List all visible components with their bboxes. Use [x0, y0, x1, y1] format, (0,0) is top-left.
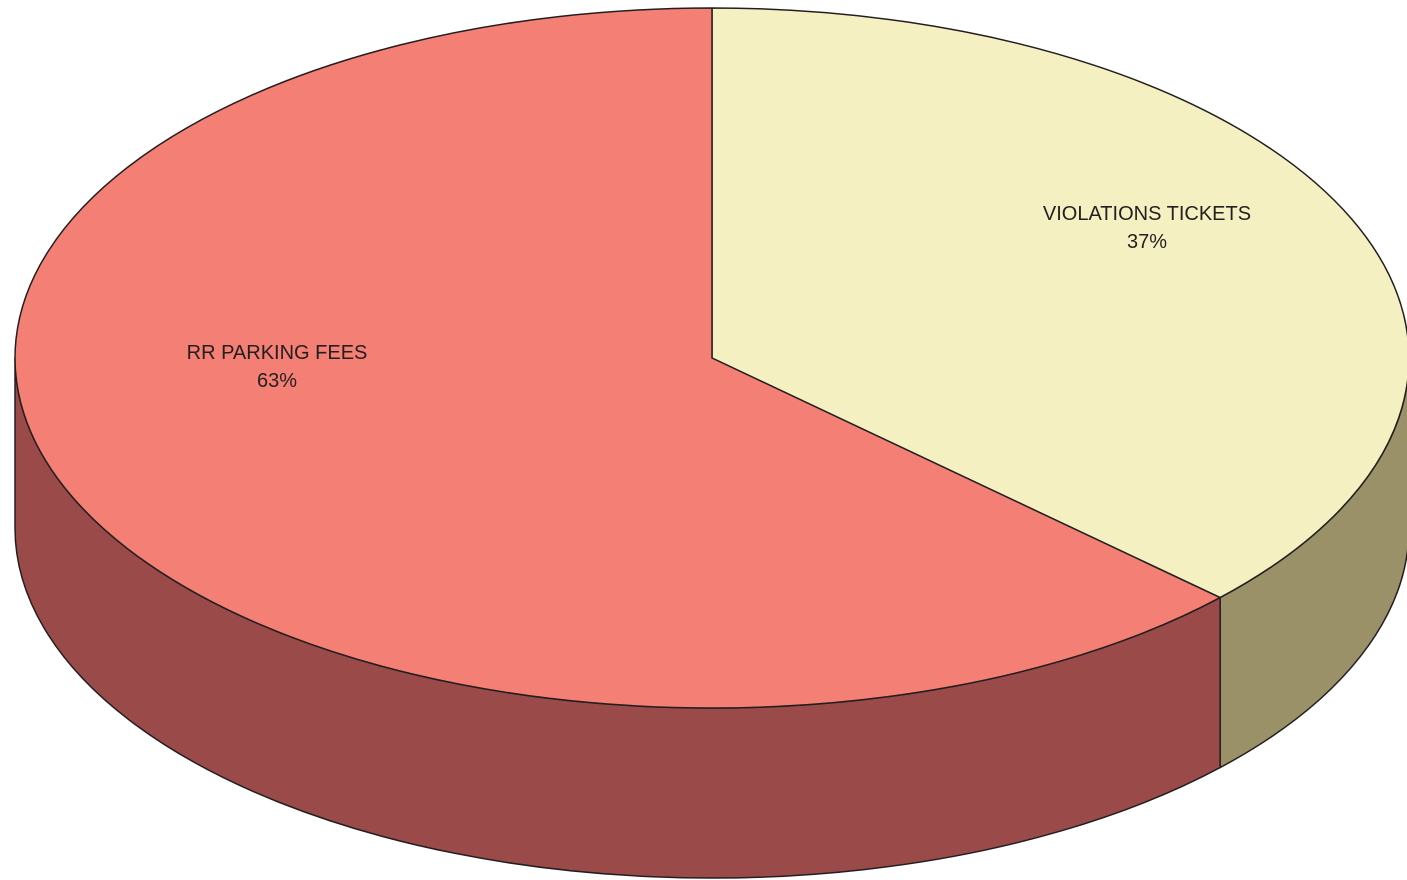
pie-slice: [711, 7, 1407, 599]
slice-label: VIOLATIONS TICKETS: [1043, 203, 1251, 225]
slice-value-label: 37%: [1127, 231, 1167, 253]
pie-slice: [14, 7, 1221, 709]
slice-label: RR PARKING FEES: [187, 342, 368, 364]
slice-value-label: 63%: [257, 370, 297, 392]
